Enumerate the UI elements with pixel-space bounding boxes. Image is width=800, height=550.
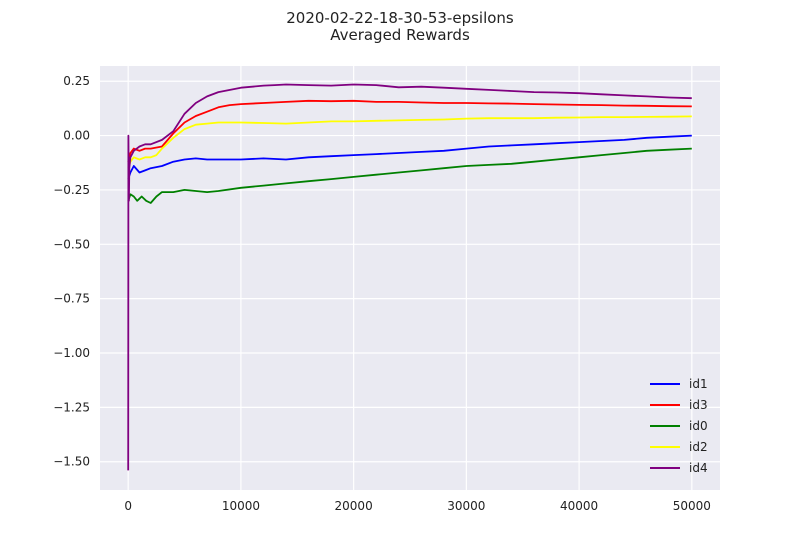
x-tick-label: 40000 xyxy=(560,499,598,513)
x-tick-label: 20000 xyxy=(335,499,373,513)
series-line-id0 xyxy=(127,147,692,204)
legend-label-id4: id4 xyxy=(689,461,708,475)
series-line-id4 xyxy=(127,83,692,471)
grid xyxy=(100,66,720,490)
series-line-id3 xyxy=(127,99,692,162)
x-axis-ticks: 0 10000 20000 30000 40000 50000 xyxy=(124,499,711,513)
y-tick-label: 0.25 xyxy=(63,74,90,88)
legend: id1 id3 id0 id2 id4 xyxy=(650,377,708,475)
legend-label-id1: id1 xyxy=(689,377,708,391)
x-tick-label: 10000 xyxy=(222,499,260,513)
y-axis-ticks: 0.25 0.00 −0.25 −0.50 −0.75 −1.00 −1.25 −1.50 xyxy=(53,74,90,469)
y-tick-label: −1.00 xyxy=(53,346,90,360)
series-lines xyxy=(127,83,692,471)
x-tick-label: 50000 xyxy=(673,499,711,513)
y-tick-label: −1.50 xyxy=(53,455,90,469)
x-tick-label: 30000 xyxy=(447,499,485,513)
y-tick-label: −0.25 xyxy=(53,183,90,197)
chart-subtitle: Averaged Rewards xyxy=(330,26,470,44)
series-line-id2 xyxy=(127,115,692,169)
y-tick-label: −1.25 xyxy=(53,400,90,414)
chart-title: 2020-02-22-18-30-53-epsilons xyxy=(286,9,514,27)
legend-label-id0: id0 xyxy=(689,419,708,433)
legend-label-id2: id2 xyxy=(689,440,708,454)
y-tick-label: −0.50 xyxy=(53,237,90,251)
x-tick-label: 0 xyxy=(124,499,132,513)
series-line-id1 xyxy=(127,134,692,180)
plot-area xyxy=(100,66,720,490)
legend-label-id3: id3 xyxy=(689,398,708,412)
y-tick-label: 0.00 xyxy=(63,129,90,143)
y-tick-label: −0.75 xyxy=(53,292,90,306)
